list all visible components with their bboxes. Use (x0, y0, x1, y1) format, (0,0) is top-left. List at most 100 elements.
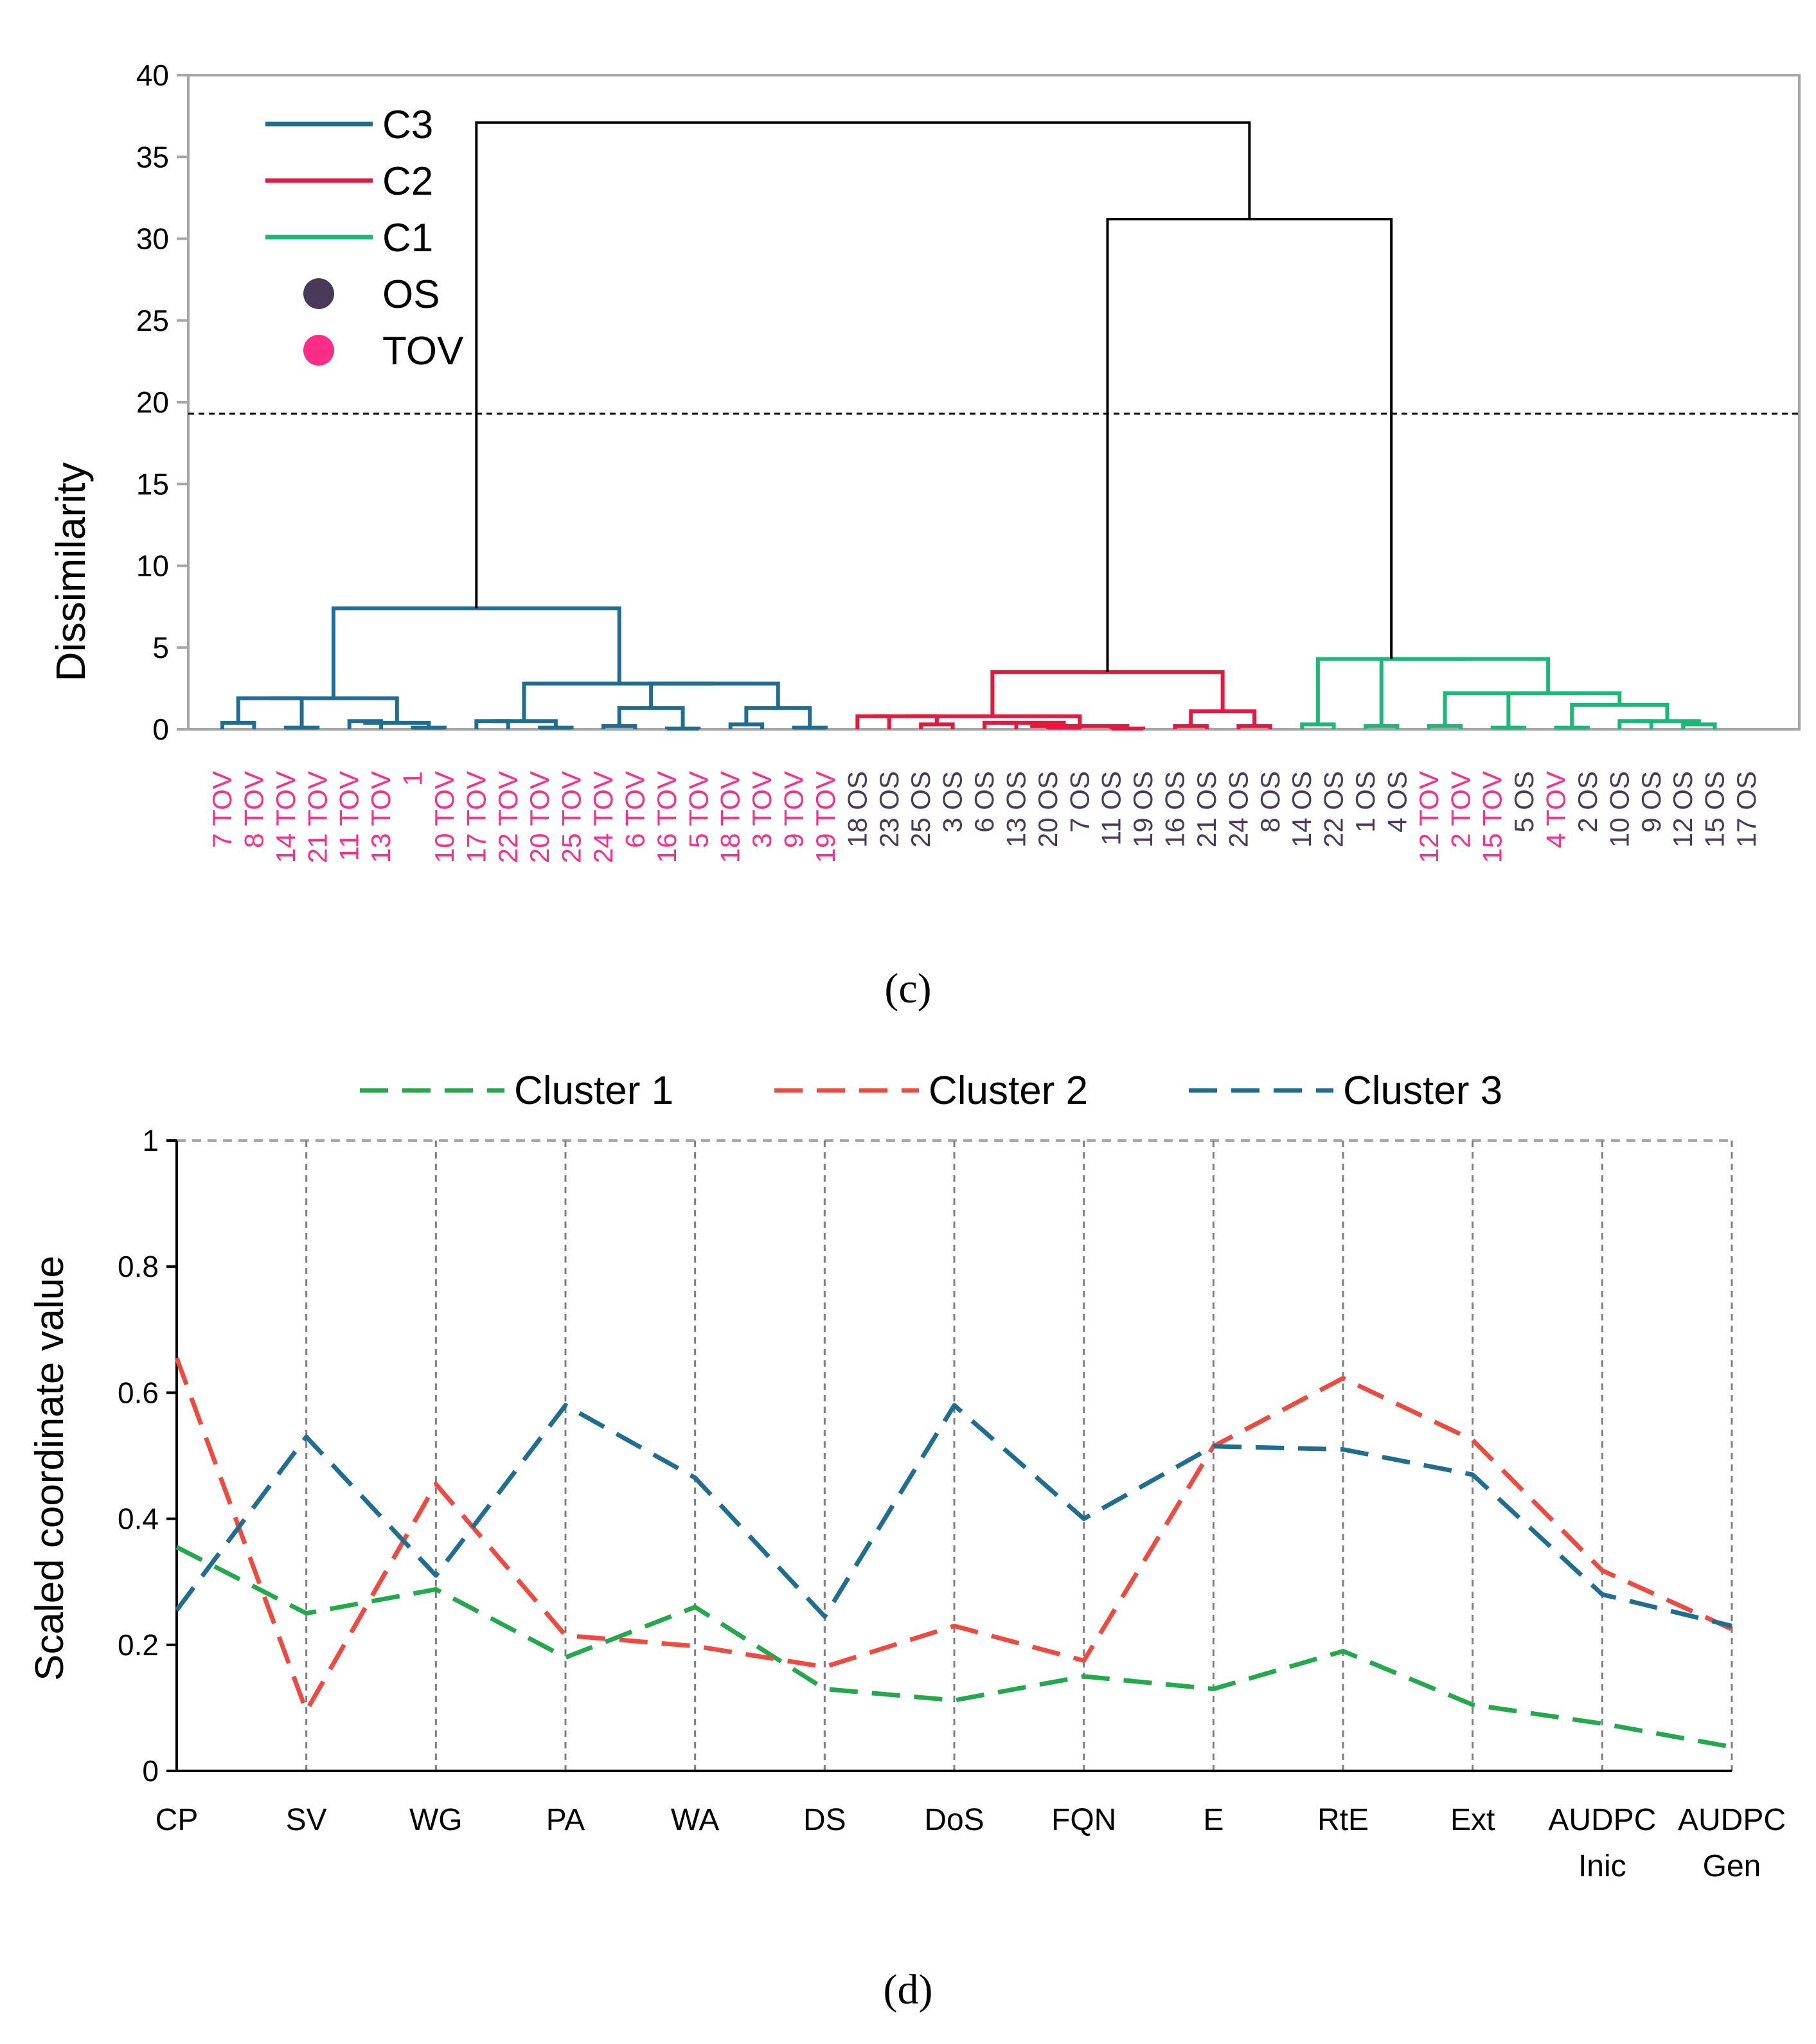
line-chart-panel: 0 0.2 0.4 0.6 0.8 1 CP SV WG PA WA DS DoS FQN E RtE Ext A… (28, 1069, 1786, 2013)
leaf-label: 25 OS (905, 771, 936, 848)
leaf-label: 24 OS (1223, 771, 1253, 848)
leaf-label: 7 TOV (207, 771, 237, 848)
dendrogram-link (744, 706, 812, 728)
leaf-label: 9 TOV (779, 771, 809, 848)
leaf-label: 7 OS (1064, 771, 1094, 833)
leaf-label: 3 OS (938, 771, 968, 833)
leaf-label: 13 TOV (366, 771, 396, 863)
legend-label: Cluster 2 (929, 1069, 1088, 1113)
leaf-label: 8 TOV (238, 771, 269, 848)
dendrogram-link (538, 725, 574, 730)
series-line (174, 1357, 1733, 1714)
dendrogram-y-tick-label: 15 (136, 467, 169, 501)
dendrogram-link (990, 670, 1225, 716)
legend-dot-swatch (303, 278, 334, 309)
leaf-label: 18 TOV (715, 771, 745, 863)
leaf-label: 19 OS (1128, 771, 1158, 848)
leaf-label: 10 TOV (429, 771, 459, 863)
leaf-label: 23 OS (874, 771, 904, 848)
dendrogram-y-tick-label: 20 (136, 386, 169, 419)
leaf-label: 15 OS (1700, 771, 1730, 848)
leaf-label: 21 OS (1191, 771, 1222, 848)
leaf-label: 17 TOV (461, 771, 491, 863)
legend-label: OS (382, 272, 440, 317)
leaf-label: 19 TOV (810, 771, 841, 863)
x-tick-label: DS (803, 1803, 846, 1837)
dendrogram-link (1379, 657, 1551, 726)
leaf-label: 3 TOV (747, 771, 777, 848)
dendrogram-link (475, 121, 1251, 609)
y-tick-label: 0.6 (118, 1376, 159, 1409)
x-tick-label: AUDPC (1678, 1803, 1786, 1837)
leaf-label: 1 OS (1350, 771, 1380, 833)
leaf-label: 20 OS (1033, 771, 1063, 848)
dendrogram-link (1490, 725, 1527, 730)
dendrogram-y-tick-label: 25 (136, 304, 169, 337)
dendrogram-link (283, 725, 320, 730)
leaf-label: 13 OS (1001, 771, 1031, 848)
leaf-label: 5 TOV (683, 771, 713, 848)
leaf-label: 2 TOV (1445, 771, 1475, 848)
x-tick-label: FQN (1051, 1803, 1116, 1837)
panel-label-c: (c) (884, 965, 931, 1012)
panel-label-d: (d) (884, 1966, 933, 2013)
leaf-label: 4 TOV (1541, 771, 1571, 848)
dendrogram-y-tick-label: 30 (136, 222, 169, 256)
leaf-label: 21 TOV (302, 771, 332, 863)
leaf-label: 25 TOV (556, 771, 587, 863)
dendrogram-y-tick-label: 5 (152, 631, 169, 664)
leaf-label: 12 OS (1668, 771, 1698, 848)
x-tick-label: WG (409, 1803, 463, 1837)
dendrogram-link (492, 719, 558, 728)
x-tick-label: E (1203, 1803, 1224, 1837)
leaf-label: 12 TOV (1414, 771, 1444, 863)
leaf-label: 14 TOV (271, 771, 301, 863)
dendrogram-link (1617, 719, 1653, 729)
leaf-label: 4 OS (1382, 771, 1412, 833)
x-tick-label: WA (671, 1803, 720, 1837)
dendrogram-y-tick-label: 0 (152, 713, 169, 746)
dendrogram-link (1189, 709, 1257, 726)
leaf-label: 11 OS (1096, 771, 1126, 846)
leaf-label: 8 OS (1255, 771, 1285, 833)
leaf-label: 11 TOV (334, 771, 364, 861)
dendrogram-link (792, 725, 828, 730)
dendrogram-link (1635, 719, 1701, 725)
leaf-label: 10 OS (1604, 771, 1634, 848)
x-tick-label: Gen (1703, 1849, 1761, 1883)
dendrogram-link (617, 706, 685, 729)
x-tick-label: AUDPC (1548, 1803, 1656, 1837)
x-tick-label: RtE (1317, 1803, 1369, 1837)
leaf-label: 14 OS (1286, 771, 1317, 848)
legend-label: C2 (382, 159, 433, 204)
dendrogram-link (1315, 657, 1465, 725)
dendrogram-link (649, 681, 780, 708)
legend-label: TOV (382, 329, 464, 373)
legend-label: Cluster 3 (1343, 1069, 1502, 1113)
dendrogram-link (411, 725, 447, 730)
dendrogram-y-tick-label: 35 (136, 140, 169, 173)
dendrogram-y-axis-title: Dissimilarity (48, 462, 94, 681)
leaf-label: 18 OS (842, 771, 872, 848)
leaf-label: 5 OS (1509, 771, 1539, 833)
dendrogram-link (905, 714, 1082, 726)
legend-label: C1 (382, 216, 433, 260)
dendrogram-y-tick-label: 40 (136, 58, 169, 92)
leaf-label: 22 OS (1319, 771, 1349, 848)
legend-dot-swatch (303, 335, 334, 366)
series-line (175, 1545, 1732, 1750)
leaf-label: 22 TOV (493, 771, 523, 863)
legend-label: C3 (382, 103, 433, 147)
dendrogram-link (855, 714, 891, 729)
y-tick-label: 0.2 (118, 1628, 159, 1662)
dendrogram-link (1476, 691, 1622, 705)
y-tick-label: 0.8 (118, 1250, 159, 1283)
dendrogram-link (522, 681, 715, 722)
x-tick-label: DoS (924, 1803, 984, 1837)
y-tick-label: 0.4 (118, 1502, 159, 1536)
leaf-label: 9 OS (1636, 771, 1666, 833)
dendrogram-y-tick-label: 10 (136, 549, 169, 583)
leaf-label: 16 OS (1160, 771, 1190, 848)
